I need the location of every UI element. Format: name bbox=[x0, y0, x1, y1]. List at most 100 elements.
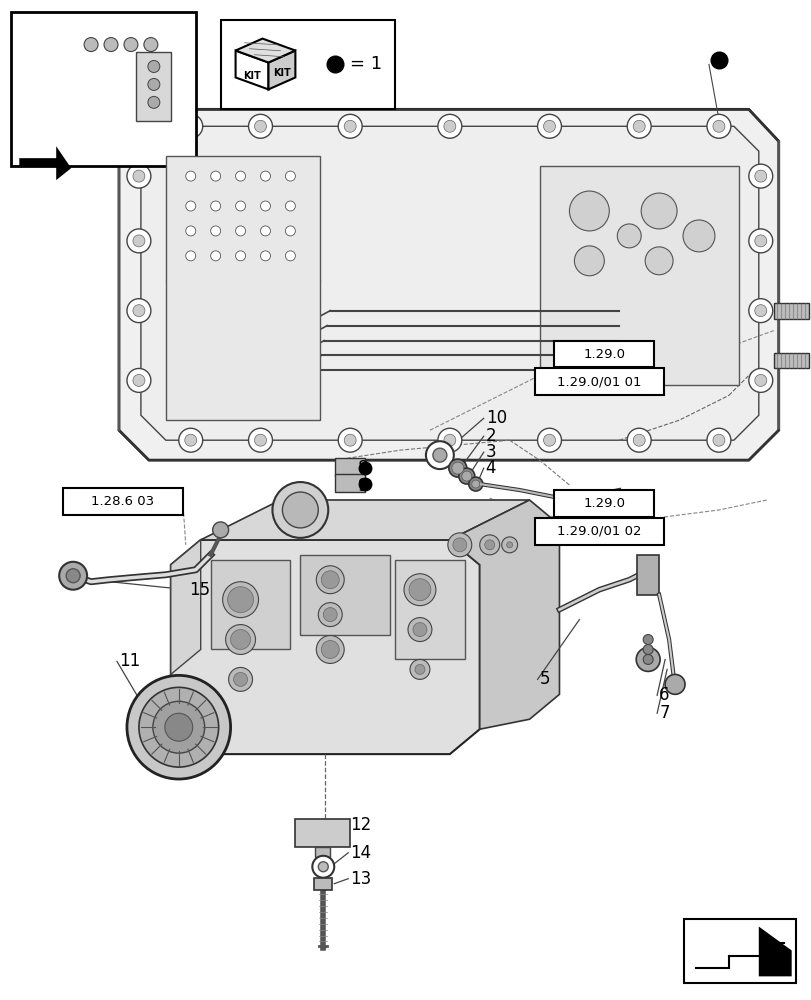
Circle shape bbox=[144, 38, 157, 52]
Circle shape bbox=[453, 538, 466, 552]
Circle shape bbox=[748, 229, 772, 253]
Circle shape bbox=[148, 96, 160, 108]
Circle shape bbox=[260, 201, 270, 211]
Text: 11: 11 bbox=[119, 652, 140, 670]
Circle shape bbox=[633, 434, 645, 446]
Bar bbox=[773, 303, 808, 319]
Circle shape bbox=[748, 164, 772, 188]
Circle shape bbox=[484, 540, 494, 550]
Circle shape bbox=[537, 428, 560, 452]
Circle shape bbox=[448, 459, 466, 477]
Text: 3: 3 bbox=[485, 443, 496, 461]
Circle shape bbox=[185, 434, 196, 446]
Circle shape bbox=[410, 659, 429, 679]
Circle shape bbox=[186, 226, 195, 236]
Text: 10: 10 bbox=[485, 409, 506, 427]
Text: 1.29.0: 1.29.0 bbox=[582, 348, 624, 361]
Circle shape bbox=[573, 246, 603, 276]
Circle shape bbox=[437, 428, 461, 452]
Circle shape bbox=[479, 535, 499, 555]
Circle shape bbox=[754, 374, 766, 386]
Circle shape bbox=[706, 428, 730, 452]
Circle shape bbox=[186, 171, 195, 181]
Polygon shape bbox=[141, 126, 757, 440]
Circle shape bbox=[448, 533, 471, 557]
Polygon shape bbox=[19, 146, 71, 180]
Circle shape bbox=[444, 434, 455, 446]
Circle shape bbox=[222, 582, 258, 618]
Circle shape bbox=[318, 862, 328, 872]
Bar bbox=[683, 919, 795, 983]
Text: 7: 7 bbox=[659, 704, 669, 722]
Circle shape bbox=[321, 641, 339, 658]
Circle shape bbox=[260, 171, 270, 181]
Circle shape bbox=[254, 434, 266, 446]
Circle shape bbox=[642, 645, 652, 654]
Circle shape bbox=[458, 468, 474, 484]
Polygon shape bbox=[170, 540, 200, 674]
Text: 2: 2 bbox=[485, 427, 496, 445]
Text: 12: 12 bbox=[350, 816, 371, 834]
Bar bbox=[165, 156, 320, 420]
Polygon shape bbox=[235, 39, 295, 63]
Bar bbox=[210, 560, 290, 649]
Circle shape bbox=[321, 571, 339, 589]
Text: 1.29.0/01 01: 1.29.0/01 01 bbox=[556, 375, 641, 388]
Bar bbox=[773, 353, 808, 368]
Circle shape bbox=[413, 623, 427, 637]
Circle shape bbox=[229, 667, 252, 691]
Circle shape bbox=[104, 38, 118, 52]
Circle shape bbox=[127, 368, 151, 392]
Circle shape bbox=[626, 428, 650, 452]
Text: 13: 13 bbox=[350, 870, 371, 888]
Circle shape bbox=[127, 675, 230, 779]
Bar bbox=[300, 555, 389, 635]
Circle shape bbox=[754, 235, 766, 247]
Text: KIT: KIT bbox=[243, 71, 261, 81]
Circle shape bbox=[225, 625, 255, 654]
Text: 14: 14 bbox=[350, 844, 371, 862]
Circle shape bbox=[414, 664, 424, 674]
Circle shape bbox=[316, 636, 344, 663]
Circle shape bbox=[165, 713, 192, 741]
Circle shape bbox=[569, 191, 608, 231]
Polygon shape bbox=[268, 51, 295, 89]
Polygon shape bbox=[200, 500, 529, 540]
Circle shape bbox=[682, 220, 714, 252]
Polygon shape bbox=[170, 540, 479, 754]
Polygon shape bbox=[119, 109, 778, 460]
Circle shape bbox=[506, 542, 512, 548]
Circle shape bbox=[35, 67, 67, 99]
Circle shape bbox=[712, 120, 724, 132]
Circle shape bbox=[344, 120, 356, 132]
Circle shape bbox=[626, 114, 650, 138]
Circle shape bbox=[139, 687, 218, 767]
Bar bbox=[63, 488, 182, 515]
Circle shape bbox=[148, 61, 160, 72]
Circle shape bbox=[285, 226, 295, 236]
Circle shape bbox=[227, 587, 253, 613]
Circle shape bbox=[66, 569, 80, 583]
Circle shape bbox=[316, 566, 344, 594]
Circle shape bbox=[451, 462, 463, 474]
Circle shape bbox=[235, 251, 245, 261]
Polygon shape bbox=[757, 927, 791, 976]
Circle shape bbox=[19, 52, 83, 115]
Bar bbox=[11, 12, 195, 166]
Circle shape bbox=[616, 224, 641, 248]
Circle shape bbox=[636, 647, 659, 671]
Circle shape bbox=[185, 120, 196, 132]
Circle shape bbox=[312, 856, 334, 878]
Circle shape bbox=[127, 299, 151, 323]
Circle shape bbox=[712, 434, 724, 446]
Text: 15: 15 bbox=[188, 581, 209, 599]
Bar bbox=[534, 518, 663, 545]
Circle shape bbox=[748, 299, 772, 323]
Circle shape bbox=[543, 120, 555, 132]
Bar bbox=[335, 458, 365, 476]
Bar bbox=[554, 341, 654, 367]
Bar bbox=[534, 368, 663, 395]
Circle shape bbox=[633, 120, 645, 132]
Bar bbox=[637, 555, 659, 595]
Circle shape bbox=[186, 251, 195, 261]
